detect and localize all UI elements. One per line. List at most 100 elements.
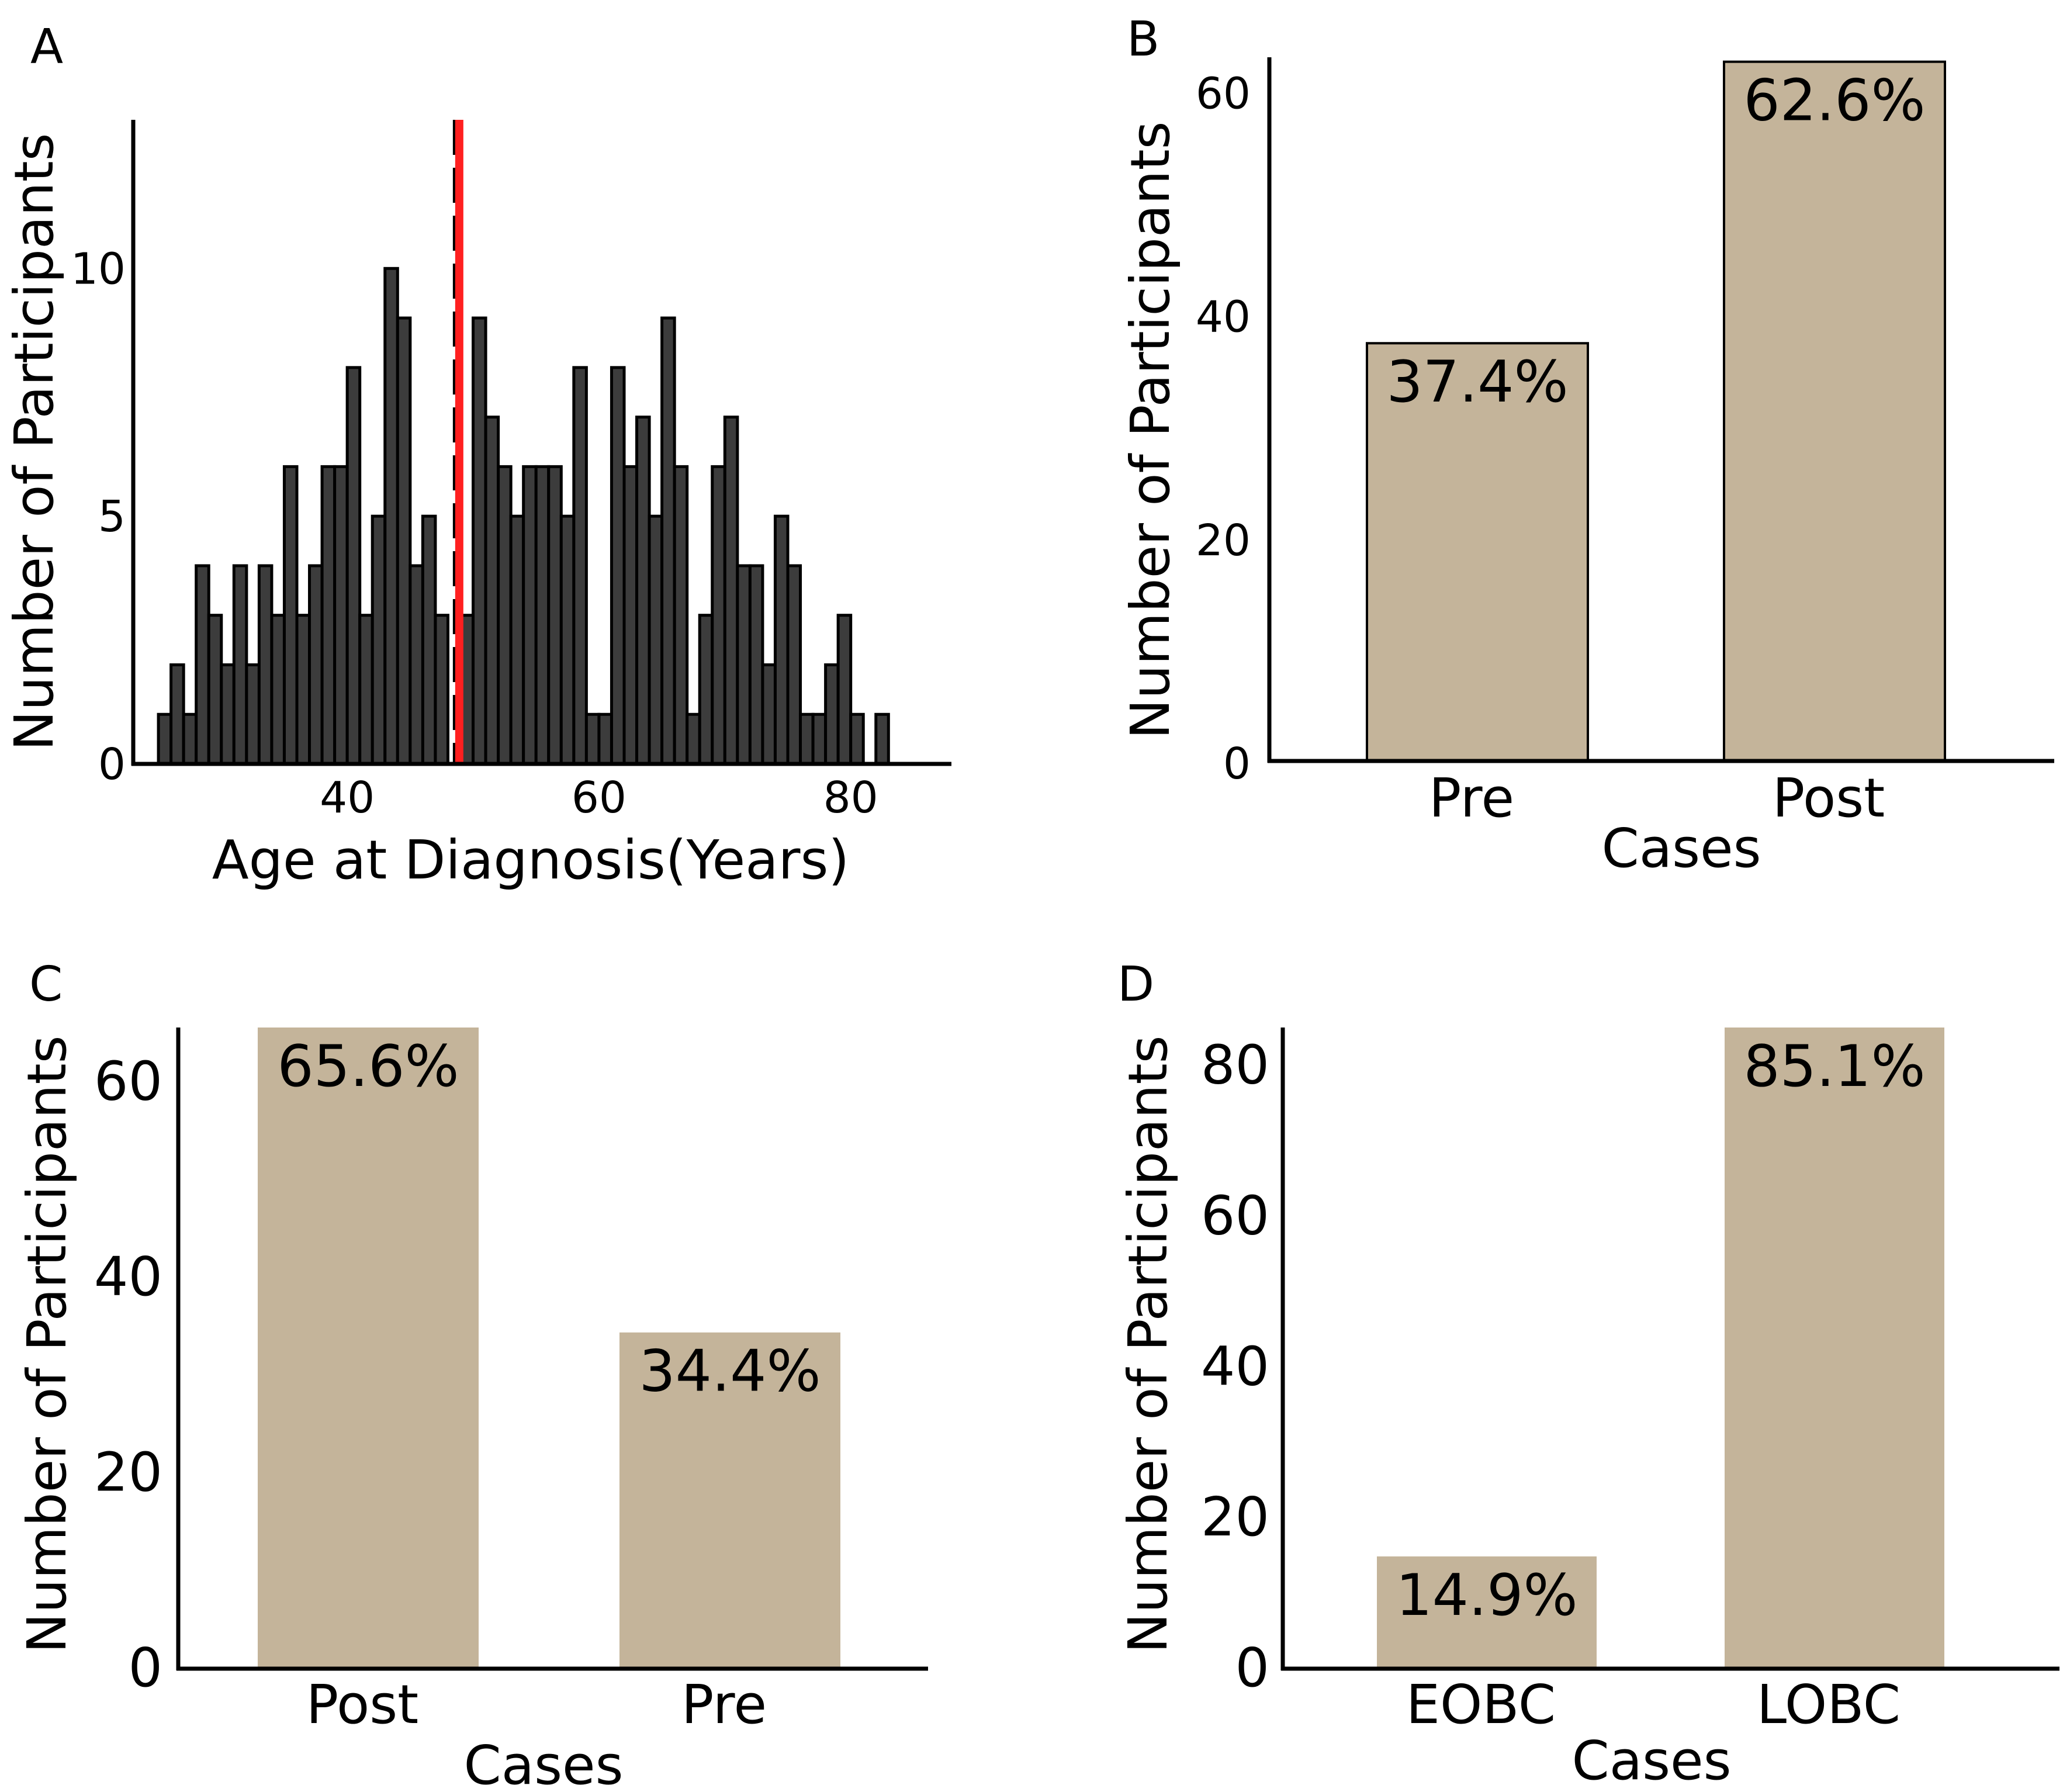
panel-letter-d: D: [1117, 957, 1154, 1012]
histogram-bar: [169, 663, 185, 766]
histogram-bar: [308, 564, 324, 766]
category-label-pre: Pre: [1429, 767, 1514, 829]
y-axis-label: Number of Participants: [1117, 1035, 1179, 1653]
histogram-bar: [874, 712, 890, 766]
histogram-bar: [320, 465, 337, 766]
x-axis-label: Cases: [1571, 1729, 1731, 1792]
bar-chart-panel-b: 37.4% Pre 62.6% Post 0 20 40 60 Cases Number of P…: [1119, 57, 2054, 880]
histogram-panel-a: 0 5 10 40 60 80 Age at Diagnosis(Years) Number …: [3, 120, 951, 891]
category-label-eobc: EOBC: [1406, 1673, 1556, 1736]
y-axis-label: Number of Participants: [3, 133, 65, 750]
y-tick-label: 40: [94, 1246, 162, 1308]
histogram-bar: [534, 465, 551, 766]
data-label-post: 62.6%: [1743, 68, 1925, 134]
data-label-lobc: 85.1%: [1743, 1033, 1925, 1100]
histogram-bar: [522, 465, 538, 766]
histogram-bar: [849, 712, 865, 766]
y-tick-label: 0: [1223, 739, 1251, 789]
histogram-bar: [786, 564, 802, 766]
x-axis-label: Cases: [463, 1734, 623, 1792]
histogram-bar: [257, 564, 274, 766]
histogram-bar: [559, 514, 576, 766]
y-tick-label: 60: [1196, 68, 1251, 119]
histogram-bar: [824, 663, 840, 766]
y-tick-label: 10: [71, 244, 126, 294]
histogram-bar: [610, 366, 626, 766]
histogram-bar: [333, 465, 349, 766]
bar-chart-panel-c: 65.6% Post 34.4% Pre 0 20 40 60 Cases Number of P…: [16, 1028, 928, 1792]
category-label-post: Post: [306, 1673, 419, 1736]
panel-letter-c: C: [29, 957, 63, 1012]
y-tick-label: 60: [1201, 1185, 1269, 1247]
x-tick-label: 60: [572, 773, 626, 823]
histogram-bar: [711, 465, 726, 766]
bar-pre: [619, 1332, 840, 1669]
histogram-bar: [358, 614, 374, 766]
histogram-bar: [295, 614, 311, 766]
data-label-post: 65.6%: [277, 1033, 459, 1100]
histogram-bar: [220, 663, 236, 766]
bar-post: [258, 1028, 479, 1669]
histogram-bar: [245, 663, 261, 766]
histogram-bar: [811, 712, 828, 766]
histogram-bar: [572, 366, 588, 766]
histogram-bar: [434, 614, 449, 766]
histogram-bar: [584, 712, 601, 766]
histogram-bar: [635, 416, 651, 766]
histogram-bar: [345, 366, 362, 766]
y-tick-label: 5: [98, 492, 126, 542]
histogram-bar: [761, 663, 777, 766]
histogram-bar: [686, 712, 701, 766]
histogram-bar: [622, 465, 639, 766]
histogram-bar: [547, 465, 563, 766]
histogram-bar: [673, 465, 689, 766]
x-tick-label: 80: [823, 773, 878, 823]
y-tick-label: 0: [128, 1637, 162, 1699]
bar-eobc: [1377, 1556, 1597, 1669]
y-tick-label: 80: [1201, 1034, 1269, 1096]
y-tick-label: 0: [98, 739, 126, 790]
data-label-pre: 34.4%: [639, 1338, 821, 1405]
category-label-pre: Pre: [681, 1673, 767, 1736]
x-tick-label: 40: [320, 773, 375, 823]
data-label-pre: 37.4%: [1386, 349, 1568, 416]
histogram-bar: [648, 514, 664, 766]
y-tick-label: 0: [1235, 1637, 1269, 1699]
y-axis-label: Number of Participants: [16, 1035, 78, 1653]
histogram-bar: [773, 514, 790, 766]
y-tick-label: 40: [1196, 292, 1251, 343]
histogram-bar: [282, 465, 299, 766]
histogram-bar: [232, 564, 248, 766]
category-label-lobc: LOBC: [1757, 1673, 1901, 1736]
y-tick-label: 20: [94, 1441, 162, 1504]
histogram-bar: [799, 712, 815, 766]
bar-chart-panel-d: 14.9% EOBC 85.1% LOBC 0 20 40 60 80 Cases Number o…: [1117, 1028, 2059, 1792]
histogram-bar: [472, 316, 487, 766]
histogram-bar: [509, 514, 525, 766]
y-axis-label: Number of Participants: [1119, 121, 1182, 739]
histogram-bar: [698, 614, 714, 766]
bar-post: [1723, 60, 1946, 763]
histogram-bar: [207, 614, 223, 766]
y-tick-label: 20: [1196, 516, 1251, 566]
data-label-eobc: 14.9%: [1396, 1562, 1577, 1629]
bar-lobc: [1725, 1028, 1944, 1669]
y-tick-label: 20: [1201, 1486, 1269, 1548]
panel-letter-b: B: [1127, 12, 1159, 67]
histogram-bar: [195, 564, 210, 766]
panel-letter-a: A: [30, 19, 63, 75]
histogram-bar: [396, 316, 412, 766]
x-axis-label: Age at Diagnosis(Years): [212, 829, 850, 891]
category-label-post: Post: [1773, 767, 1885, 829]
histogram-bar: [497, 465, 513, 766]
histogram-bar: [660, 316, 676, 766]
histogram-bar: [409, 564, 424, 766]
histogram-bar: [371, 514, 387, 766]
histogram-bar: [157, 712, 173, 766]
histogram-bar: [723, 416, 739, 766]
histogram-bar: [748, 564, 764, 766]
histogram-bar: [383, 267, 399, 766]
histogram-bar: [484, 416, 500, 766]
histogram-bar: [836, 614, 853, 766]
